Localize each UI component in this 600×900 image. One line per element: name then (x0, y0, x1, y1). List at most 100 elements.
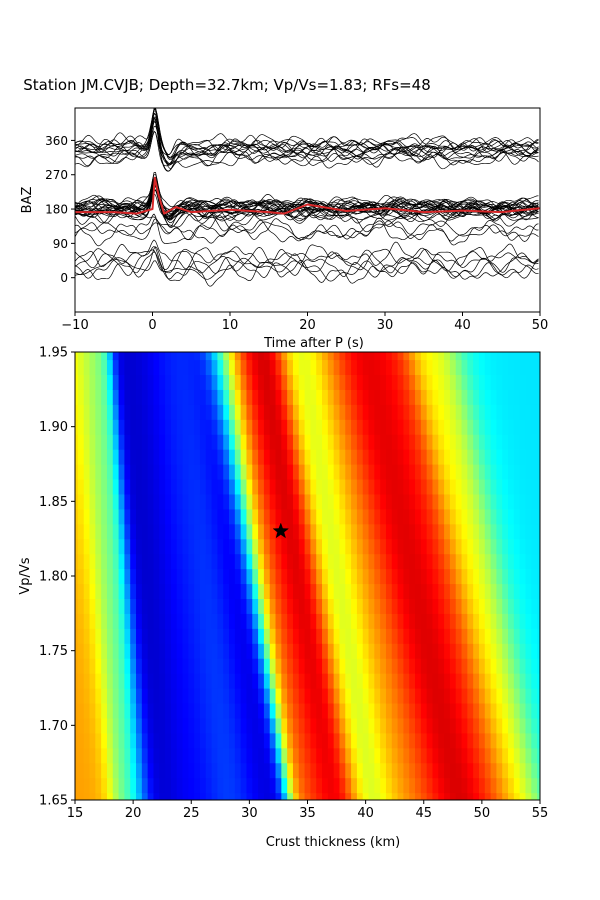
hk-cell (356, 478, 364, 495)
hk-cell (136, 643, 143, 659)
hk-cell (281, 508, 288, 525)
hk-cell (170, 777, 178, 794)
hk-cell (380, 449, 387, 465)
hk-cell (234, 717, 242, 734)
hk-cell (205, 359, 213, 375)
hk-cell (89, 717, 96, 734)
hk-cell (217, 568, 224, 585)
hk-cell (403, 598, 410, 614)
hk-cell (269, 389, 277, 405)
hk-cell (83, 359, 91, 375)
hk-cell (380, 508, 387, 525)
hk-cell (531, 643, 538, 659)
hk-cell (211, 792, 218, 800)
hk-cell (409, 352, 416, 361)
hk-cell (316, 523, 323, 540)
hk-cell (141, 434, 149, 450)
hk-cell (258, 792, 265, 800)
hk-cell (101, 568, 108, 585)
hk-cell (229, 404, 236, 420)
hk-cell (153, 374, 160, 390)
hk-cell (159, 538, 166, 555)
hk-cell (194, 523, 201, 540)
hk-cell (374, 732, 381, 749)
hk-cell (374, 389, 381, 405)
hk-cell (234, 434, 242, 450)
hk-cell (275, 747, 282, 764)
hk-cell (385, 352, 393, 361)
hk-cell (263, 374, 271, 390)
hk-cell (310, 613, 317, 629)
hk-cell (345, 464, 352, 480)
hk-best-fit-layer (272, 522, 290, 539)
hk-cell (182, 508, 189, 525)
hk-cell (95, 777, 102, 794)
hk-cell (438, 628, 445, 644)
hk-cell (339, 508, 346, 525)
hk-cell (106, 523, 114, 540)
hk-cell (496, 732, 503, 749)
hk-x-tick-label: 55 (532, 806, 549, 821)
hk-cell (234, 673, 242, 689)
hk-cell (258, 762, 265, 779)
hk-cell (287, 553, 294, 570)
hk-cell (229, 359, 236, 375)
hk-cell (298, 673, 306, 689)
hk-cell (199, 792, 207, 800)
hk-cell (304, 702, 311, 719)
hk-cell (275, 702, 282, 719)
hk-cell (490, 628, 497, 644)
hk-cell (165, 598, 172, 614)
hk-cell (240, 613, 248, 629)
hk-cell (223, 404, 230, 420)
hk-cell (246, 449, 253, 465)
hk-cell (362, 508, 370, 525)
hk-cell (112, 747, 120, 764)
hk-cell (77, 389, 85, 405)
hk-cell (322, 658, 329, 674)
hk-cell (368, 352, 375, 361)
hk-cell (89, 389, 96, 405)
hk-cell (415, 523, 422, 540)
hk-cell (374, 583, 381, 599)
hk-cell (385, 374, 393, 390)
hk-cell (95, 389, 102, 405)
hk-cell (147, 583, 155, 599)
hk-cell (467, 449, 474, 465)
hk-cell (147, 493, 155, 510)
hk-cell (269, 419, 277, 435)
hk-cell (368, 643, 375, 659)
rf-x-tick-label: 10 (222, 318, 239, 333)
hk-cell (461, 717, 468, 734)
hk-cell (508, 762, 515, 779)
hk-cell (455, 747, 463, 764)
hk-cell (391, 508, 399, 525)
hk-stack-panel: 15 20 25 30 35 40 45 50 55 1.651.701.751.801.851… (18, 346, 549, 851)
hk-cell (461, 434, 468, 450)
hk-cell (455, 598, 463, 614)
hk-cell (467, 389, 474, 405)
hk-cell (316, 553, 323, 570)
hk-cell (420, 508, 428, 525)
hk-cell (258, 747, 265, 764)
hk-cell (281, 583, 288, 599)
hk-cell (281, 732, 288, 749)
hk-cell (240, 389, 248, 405)
hk-cell (194, 389, 201, 405)
hk-cell (496, 374, 503, 390)
hk-cell (258, 732, 265, 749)
hk-cell (444, 434, 451, 450)
hk-cell (513, 583, 521, 599)
hk-cell (351, 359, 358, 375)
hk-cell (461, 352, 468, 361)
hk-cell (310, 777, 317, 794)
rf-trace-group (75, 108, 539, 287)
hk-cell (258, 717, 265, 734)
hk-cell (292, 404, 300, 420)
hk-cell (490, 478, 497, 495)
hk-cell (374, 404, 381, 420)
hk-cell (304, 777, 311, 794)
hk-cell (432, 643, 439, 659)
hk-cell (473, 508, 480, 525)
hk-cell (473, 523, 480, 540)
